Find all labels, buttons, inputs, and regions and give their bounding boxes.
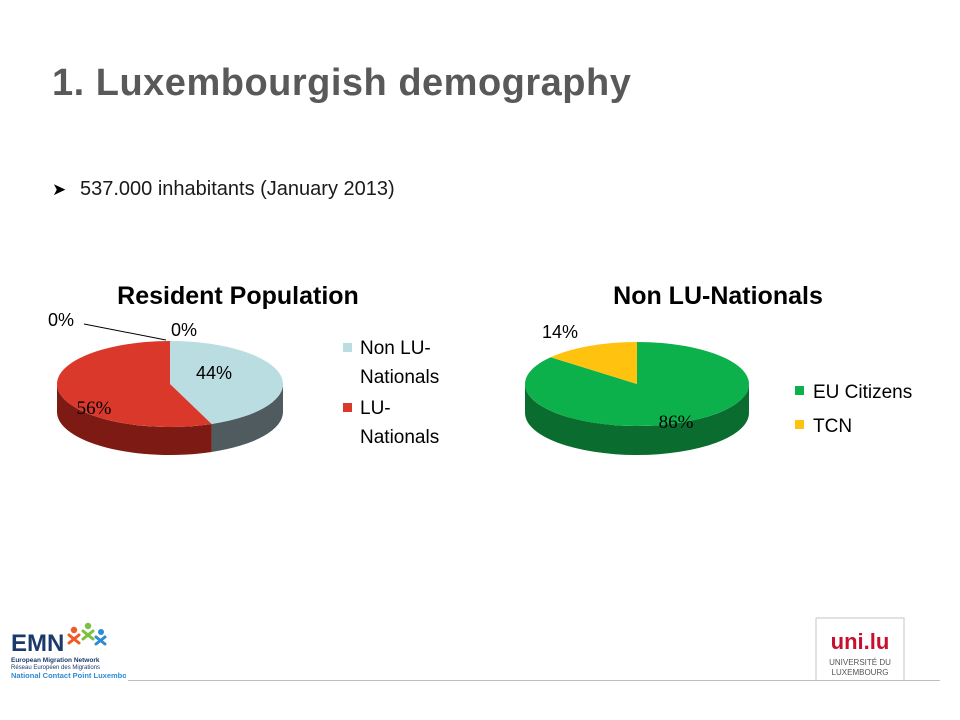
bullet-text: 537.000 inhabitants (January 2013)	[80, 178, 395, 200]
non-lu-nationals-chart: Non LU-Nationals 14% 86% EU Citizens TCN	[525, 282, 912, 455]
footer-divider	[128, 680, 940, 681]
legend-swatch-tcn	[795, 420, 804, 429]
pie-slice-side	[525, 384, 749, 455]
uni-lu-line2: LUXEMBOURG	[832, 668, 889, 677]
legend-label-eu: EU Citizens	[813, 382, 912, 403]
legend-label-lu-line1: LU-	[360, 398, 391, 419]
legend-swatch-non-lu	[343, 343, 352, 352]
legend-label-non-lu-line1: Non LU-	[360, 338, 431, 359]
data-label-non-lu: 44%	[196, 363, 232, 383]
pie-slice-side	[211, 384, 283, 452]
pie-slice-side	[57, 384, 212, 455]
pie-group	[57, 341, 284, 455]
data-label-zero-top: 0%	[171, 320, 197, 340]
uni-lu-logo: uni.lu UNIVERSITÉ DU LUXEMBOURG	[815, 617, 905, 680]
legend-label-non-lu-line2: Nationals	[360, 367, 439, 388]
bullet-item: ➤ 537.000 inhabitants (January 2013)	[52, 178, 395, 201]
legend-swatch-eu	[795, 386, 804, 395]
resident-population-chart: Resident Population 0% 0% 44% 56% Non LU…	[48, 282, 439, 455]
legend-swatch-lu	[343, 403, 352, 412]
chart-title: Non LU-Nationals	[613, 282, 823, 310]
pie-group	[525, 342, 749, 455]
pie-slice	[550, 342, 637, 384]
emn-logo-line3: National Contact Point Luxembourg	[11, 671, 126, 680]
logo-frame	[815, 617, 905, 680]
emn-logo-wordmark: EMN	[11, 630, 64, 657]
slide-title: 1. Luxembourgish demography	[52, 62, 632, 104]
pie-slice	[170, 341, 284, 424]
emn-logo-line2: Réseau Européen des Migrations	[11, 665, 100, 671]
emn-logo-line1: European Migration Network	[11, 657, 100, 664]
arrow-bullet-icon: ➤	[52, 180, 67, 199]
data-label-lu: 56%	[77, 398, 112, 419]
legend-label-tcn: TCN	[813, 416, 852, 437]
emn-figures-icon	[67, 622, 107, 646]
data-label-tcn: 14%	[542, 322, 578, 342]
data-label-eu: 86%	[659, 412, 694, 433]
legend: Non LU- Nationals LU- Nationals	[343, 338, 439, 448]
pie-slice	[57, 341, 212, 427]
uni-lu-line1: UNIVERSITÉ DU	[829, 658, 891, 667]
emn-logo: EMN European Migration Network Réseau Eu…	[11, 622, 126, 680]
data-label-zero-left: 0%	[48, 310, 74, 330]
legend: EU Citizens TCN	[795, 382, 912, 437]
chart-title: Resident Population	[117, 282, 359, 310]
uni-lu-wordmark: uni.lu	[831, 629, 890, 654]
leader-line	[83, 323, 167, 341]
legend-label-lu-line2: Nationals	[360, 427, 439, 448]
